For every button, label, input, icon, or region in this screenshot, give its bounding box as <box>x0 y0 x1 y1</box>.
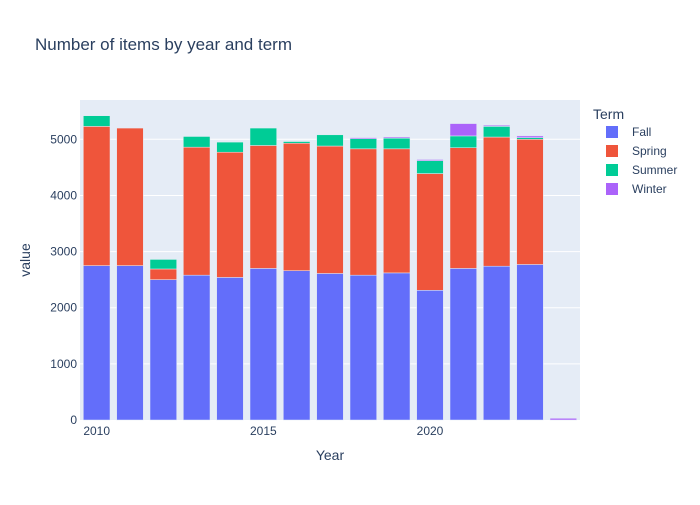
bar-winter-2024[interactable] <box>549 418 577 421</box>
bar-fall-2011[interactable] <box>116 265 144 421</box>
bar-summer-2017[interactable] <box>316 134 344 147</box>
bar-winter-2018[interactable] <box>349 137 377 139</box>
x-tick-label: 2010 <box>83 424 110 438</box>
bar-fall-2023[interactable] <box>516 264 544 421</box>
bar-winter-2023[interactable] <box>516 135 544 138</box>
bar-fall-2018[interactable] <box>349 274 377 421</box>
legend-label-summer[interactable]: Summer <box>632 163 677 177</box>
bar-summer-2015[interactable] <box>249 127 277 146</box>
legend[interactable]: Term Fall Spring Summer Winter <box>593 106 677 196</box>
legend-label-fall[interactable]: Fall <box>632 125 651 139</box>
y-tick-label: 0 <box>70 413 77 427</box>
bar-summer-2016[interactable] <box>283 141 311 144</box>
bar-spring-2020[interactable] <box>416 173 444 291</box>
legend-label-winter[interactable]: Winter <box>632 182 667 196</box>
bar-summer-2010[interactable] <box>83 115 111 127</box>
bar-winter-2022[interactable] <box>483 125 511 127</box>
bar-fall-2012[interactable] <box>149 279 177 421</box>
bar-fall-2016[interactable] <box>283 270 311 421</box>
y-tick-label: 2000 <box>50 301 77 315</box>
bar-fall-2021[interactable] <box>449 268 477 421</box>
y-tick-labels: 0 1000 2000 3000 4000 5000 <box>50 132 77 427</box>
y-tick-label: 1000 <box>50 357 77 371</box>
bar-summer-2014[interactable] <box>216 141 244 153</box>
bar-summer-2013[interactable] <box>183 136 211 148</box>
bar-spring-2021[interactable] <box>449 147 477 269</box>
bar-fall-2022[interactable] <box>483 265 511 421</box>
bars <box>83 115 577 421</box>
bar-summer-2023[interactable] <box>516 137 544 140</box>
bar-spring-2011[interactable] <box>116 127 144 266</box>
y-tick-label: 3000 <box>50 245 77 259</box>
bar-spring-2014[interactable] <box>216 151 244 278</box>
bar-fall-2017[interactable] <box>316 273 344 421</box>
legend-swatch-summer[interactable] <box>606 164 618 176</box>
chart-title: Number of items by year and term <box>35 35 292 54</box>
bar-spring-2017[interactable] <box>316 145 344 274</box>
legend-swatch-winter[interactable] <box>606 183 618 195</box>
y-tick-label: 5000 <box>50 132 77 146</box>
y-axis-label: value <box>17 243 33 277</box>
bar-summer-2020[interactable] <box>416 160 444 174</box>
bar-spring-2022[interactable] <box>483 136 511 267</box>
bar-spring-2016[interactable] <box>283 142 311 271</box>
bar-spring-2023[interactable] <box>516 139 544 265</box>
y-tick-label: 4000 <box>50 188 77 202</box>
x-axis-label: Year <box>316 447 345 463</box>
bar-fall-2013[interactable] <box>183 274 211 421</box>
bar-winter-2021[interactable] <box>449 123 477 137</box>
bar-summer-2018[interactable] <box>349 138 377 150</box>
bar-winter-2019[interactable] <box>383 136 411 139</box>
bar-fall-2014[interactable] <box>216 277 244 421</box>
x-tick-label: 2015 <box>250 424 277 438</box>
legend-title: Term <box>593 106 624 122</box>
bar-spring-2012[interactable] <box>149 268 177 280</box>
legend-swatch-fall[interactable] <box>606 126 618 138</box>
bar-summer-2019[interactable] <box>383 137 411 150</box>
bar-fall-2010[interactable] <box>83 265 111 421</box>
legend-swatch-spring[interactable] <box>606 145 618 157</box>
bar-fall-2015[interactable] <box>249 268 277 421</box>
x-tick-labels: 2010 2015 2020 <box>83 424 443 438</box>
bar-spring-2013[interactable] <box>183 146 211 276</box>
bar-spring-2018[interactable] <box>349 148 377 276</box>
bar-spring-2019[interactable] <box>383 148 411 274</box>
bar-summer-2021[interactable] <box>449 135 477 148</box>
x-tick-label: 2020 <box>417 424 444 438</box>
bar-spring-2010[interactable] <box>83 126 111 266</box>
bar-summer-2022[interactable] <box>483 126 511 138</box>
bar-fall-2020[interactable] <box>416 290 444 421</box>
legend-label-spring[interactable]: Spring <box>632 144 667 158</box>
bar-spring-2015[interactable] <box>249 145 277 269</box>
bar-fall-2019[interactable] <box>383 272 411 421</box>
bar-winter-2020[interactable] <box>416 159 444 161</box>
bar-summer-2012[interactable] <box>149 259 177 270</box>
